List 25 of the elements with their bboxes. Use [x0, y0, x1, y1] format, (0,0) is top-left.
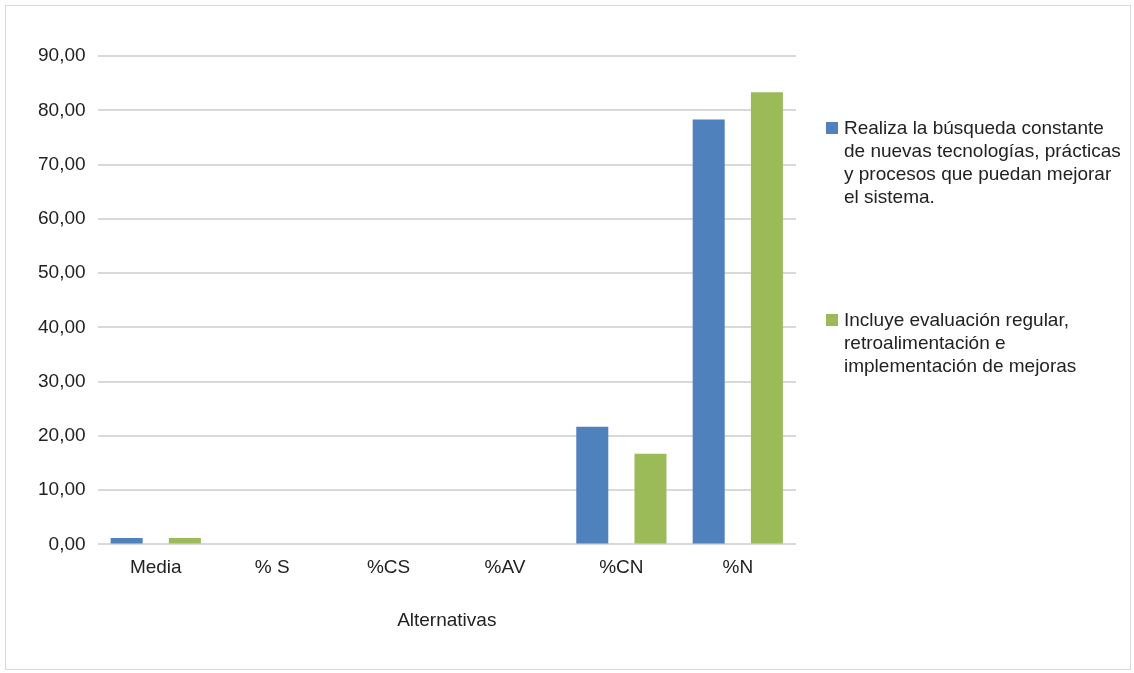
bar — [634, 453, 667, 544]
y-tick-label: 10,00 — [38, 478, 86, 500]
bar — [576, 426, 609, 544]
y-tick-label: 80,00 — [38, 98, 86, 120]
legend-label: Incluye evaluación regular, retroalimentación e implementación de mejoras — [844, 308, 1078, 377]
y-tick-label: 30,00 — [38, 369, 86, 391]
legend-label: Realiza la búsqueda constante de nuevas tecnologías, prácticas y procesos que puedan mejorar el sistema. — [844, 116, 1122, 208]
x-tick-label: %AV — [484, 556, 526, 578]
y-tick-label: 90,00 — [38, 44, 86, 66]
y-tick-label: 0,00 — [48, 532, 86, 554]
x-tick-label: %CN — [599, 556, 644, 578]
bar — [692, 119, 725, 544]
x-tick-label: %N — [722, 556, 754, 578]
y-tick-label: 50,00 — [38, 261, 86, 283]
y-tick-label: 60,00 — [38, 207, 86, 229]
bar — [110, 537, 143, 544]
bar — [750, 92, 783, 544]
x-tick-label: %CS — [366, 556, 411, 578]
y-tick-label: 20,00 — [38, 424, 86, 446]
x-axis-title: Alternativas — [397, 608, 497, 630]
y-tick-label: 40,00 — [38, 315, 86, 337]
x-tick-label: Media — [129, 556, 183, 578]
y-tick-label: 70,00 — [38, 152, 86, 174]
bar — [168, 537, 201, 544]
x-tick-label: % S — [254, 556, 290, 578]
